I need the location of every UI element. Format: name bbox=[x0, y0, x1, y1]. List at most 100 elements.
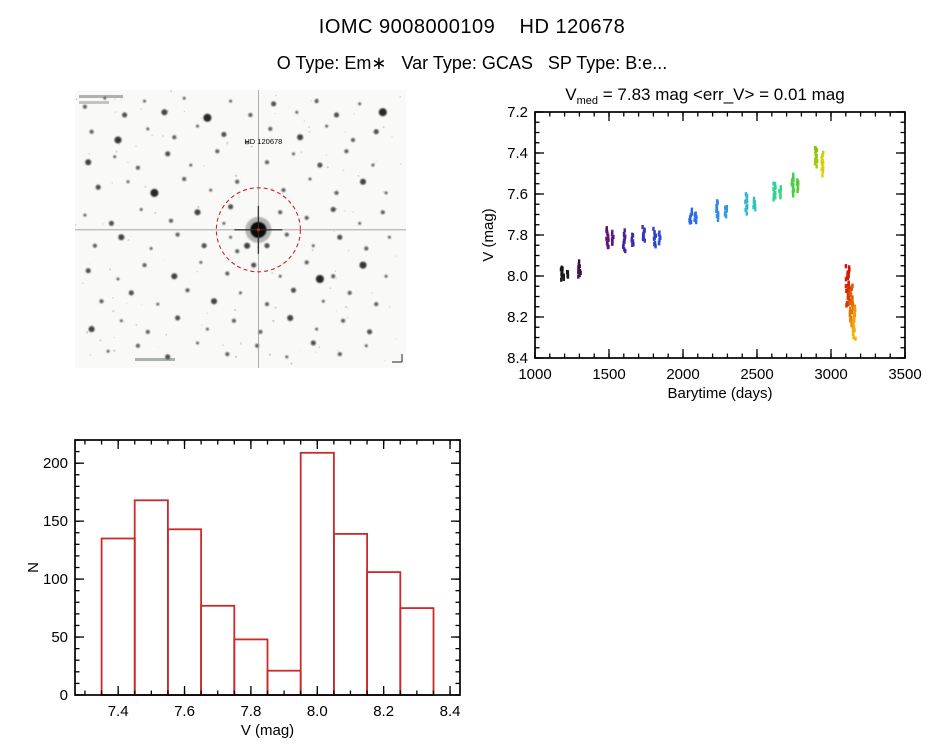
star bbox=[258, 329, 263, 334]
noise-speck bbox=[115, 138, 117, 140]
y-tick-label: 8.2 bbox=[507, 309, 528, 326]
star bbox=[182, 96, 186, 100]
data-point bbox=[745, 198, 749, 204]
noise-speck bbox=[126, 302, 128, 305]
star bbox=[161, 109, 168, 116]
noise-speck bbox=[151, 133, 154, 137]
star bbox=[235, 249, 240, 254]
data-point bbox=[820, 160, 823, 165]
data-point bbox=[813, 161, 817, 166]
noise-speck bbox=[196, 270, 199, 273]
star bbox=[211, 298, 217, 305]
y-tick-label: 100 bbox=[43, 571, 68, 588]
star bbox=[378, 108, 387, 117]
star bbox=[311, 244, 315, 248]
star bbox=[126, 180, 130, 184]
data-point bbox=[715, 203, 718, 209]
data-point bbox=[848, 298, 851, 303]
star bbox=[248, 113, 253, 117]
noise-speck bbox=[157, 346, 159, 348]
star bbox=[291, 287, 296, 293]
star bbox=[364, 246, 369, 251]
star bbox=[265, 302, 269, 307]
star bbox=[203, 113, 212, 122]
data-point bbox=[753, 201, 756, 206]
noise-speck bbox=[165, 333, 168, 336]
data-point bbox=[852, 324, 856, 329]
noise-speck bbox=[127, 161, 129, 164]
data-point bbox=[851, 331, 855, 336]
noise-speck bbox=[234, 355, 238, 358]
noise-speck bbox=[89, 354, 92, 356]
data-point bbox=[820, 155, 823, 160]
data-point bbox=[577, 259, 581, 264]
data-point bbox=[850, 310, 853, 315]
data-point bbox=[695, 220, 698, 225]
data-point bbox=[605, 226, 608, 231]
noise-speck bbox=[400, 162, 402, 165]
data-point bbox=[715, 213, 719, 218]
data-point bbox=[821, 173, 824, 178]
y-tick-label: 50 bbox=[51, 629, 68, 646]
data-point bbox=[791, 189, 794, 194]
noise-speck bbox=[314, 351, 317, 353]
noise-speck bbox=[271, 272, 274, 274]
star bbox=[118, 234, 125, 241]
noise-speck bbox=[384, 360, 386, 362]
star bbox=[215, 149, 220, 154]
noise-speck bbox=[337, 349, 339, 351]
noise-speck bbox=[197, 205, 200, 208]
noise-speck bbox=[274, 306, 277, 309]
x-tick-label: 8.0 bbox=[307, 703, 328, 720]
star bbox=[165, 354, 171, 360]
noise-speck bbox=[162, 135, 165, 137]
histogram-bar bbox=[166, 528, 202, 696]
finding-chart: HD 120678 bbox=[75, 90, 406, 368]
data-point bbox=[654, 244, 657, 249]
star bbox=[304, 260, 309, 265]
data-point bbox=[846, 295, 849, 300]
star bbox=[165, 151, 171, 157]
y-tick-label: 200 bbox=[43, 455, 68, 472]
data-point bbox=[657, 241, 661, 246]
star bbox=[278, 210, 283, 215]
star bbox=[103, 96, 107, 100]
x-tick-label: 1000 bbox=[518, 366, 551, 383]
star bbox=[287, 315, 294, 321]
data-point bbox=[745, 196, 748, 201]
data-point bbox=[814, 157, 817, 162]
star bbox=[325, 124, 329, 128]
noise-speck bbox=[82, 282, 84, 284]
star bbox=[113, 155, 117, 159]
data-point bbox=[849, 318, 852, 323]
noise-speck bbox=[347, 316, 349, 319]
star bbox=[135, 343, 140, 348]
data-point bbox=[744, 207, 747, 213]
noise-speck bbox=[163, 258, 165, 260]
noise-speck bbox=[329, 287, 332, 289]
data-point bbox=[848, 313, 852, 318]
data-point bbox=[690, 207, 694, 212]
data-point bbox=[606, 235, 610, 240]
data-point bbox=[688, 218, 691, 223]
data-point bbox=[792, 193, 795, 198]
data-point bbox=[577, 269, 580, 274]
noise-speck bbox=[308, 125, 311, 129]
noise-speck bbox=[176, 137, 178, 139]
data-point bbox=[607, 237, 610, 242]
data-point bbox=[847, 302, 850, 307]
star bbox=[82, 104, 87, 109]
data-point bbox=[773, 183, 777, 188]
data-point bbox=[657, 232, 661, 237]
data-point bbox=[850, 298, 853, 303]
data-point bbox=[561, 266, 564, 271]
data-point bbox=[566, 270, 569, 275]
noise-speck bbox=[120, 97, 123, 100]
star bbox=[221, 132, 227, 137]
star bbox=[114, 136, 122, 144]
noise-speck bbox=[382, 191, 385, 193]
y-tick-label: 8.0 bbox=[507, 268, 528, 285]
noise-speck bbox=[135, 145, 137, 148]
noise-speck bbox=[332, 191, 335, 193]
noise-speck bbox=[141, 303, 143, 305]
